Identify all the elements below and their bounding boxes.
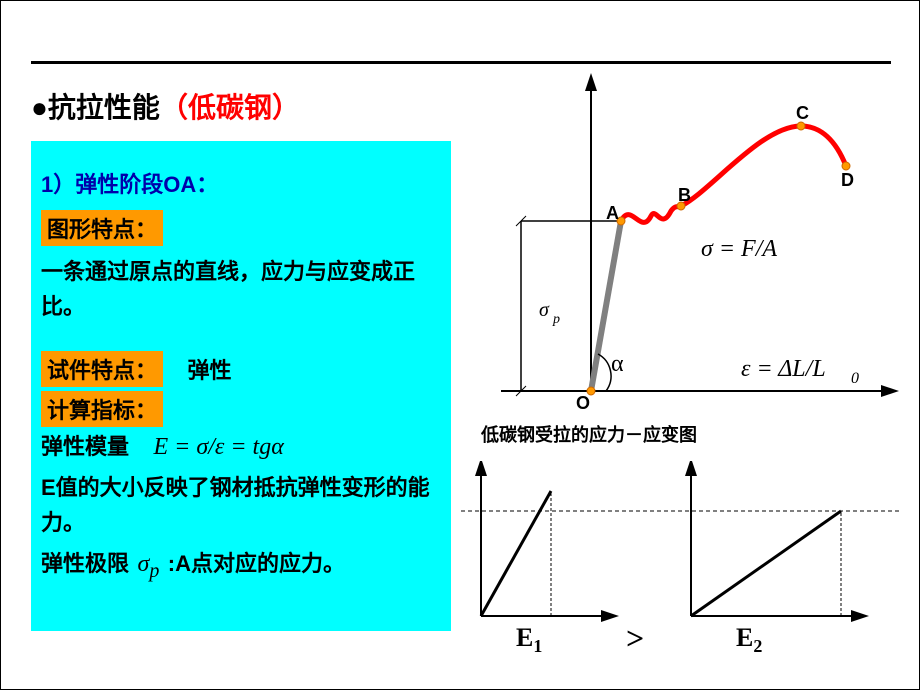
formula-sigma: σ = F/A bbox=[701, 236, 777, 262]
chart1-line bbox=[481, 491, 551, 616]
sigma-p-inline: σp bbox=[137, 551, 159, 577]
box-graphic-features: 图形特点： bbox=[41, 210, 163, 246]
label-C: C bbox=[796, 103, 809, 123]
text-line-1: 一条通过原点的直线，应力与应变成正比。 bbox=[41, 254, 441, 324]
row-graphic-features: 图形特点： bbox=[41, 208, 441, 248]
slide-title: ●抗拉性能（低碳钢） bbox=[31, 86, 300, 126]
chart-caption: 低碳钢受拉的应力－应变图 bbox=[481, 421, 697, 447]
label-sigma-p: σ bbox=[539, 299, 550, 321]
specimen-value: 弹性 bbox=[187, 358, 231, 383]
row-specimen: 试件特点： 弹性 bbox=[41, 349, 441, 389]
text-limit-a: 弹性极限 bbox=[41, 551, 129, 576]
label-E1: E1 bbox=[516, 623, 542, 656]
label-A: A bbox=[606, 203, 619, 223]
section-heading: 1）弹性阶段OA： bbox=[41, 167, 441, 202]
text-line-3: E值的大小反映了钢材抵抗弹性变形的能力。 bbox=[41, 470, 441, 540]
stress-curve bbox=[621, 126, 846, 222]
box-calc: 计算指标： bbox=[41, 391, 163, 427]
label-sigma-p-sub: p bbox=[552, 312, 560, 327]
row-calc: 计算指标： bbox=[41, 389, 441, 429]
point-C bbox=[797, 122, 805, 130]
label-B: B bbox=[678, 185, 691, 205]
title-paren: （低碳钢） bbox=[160, 92, 300, 123]
label-alpha: α bbox=[611, 351, 624, 377]
bullet-icon: ● bbox=[31, 92, 48, 123]
e-comparison-svg: E1 > E2 bbox=[461, 461, 901, 661]
label-D: D bbox=[841, 170, 854, 190]
alpha-arc bbox=[598, 354, 611, 391]
formula-eps-sub: 0 bbox=[851, 370, 859, 387]
label-O: O bbox=[576, 393, 590, 413]
header-line bbox=[31, 61, 891, 64]
row-limit: 弹性极限 σp :A点对应的应力。 bbox=[41, 546, 441, 583]
label-E2: E2 bbox=[736, 623, 762, 656]
left-panel: 1）弹性阶段OA： 图形特点： 一条通过原点的直线，应力与应变成正比。 试件特点… bbox=[31, 141, 451, 631]
text-modulus: 弹性模量 bbox=[41, 434, 129, 459]
box-specimen: 试件特点： bbox=[41, 351, 163, 387]
main-chart: O A B C D α σ p σ = F/A ε = ΔL/L 0 bbox=[461, 71, 901, 451]
title-main: 抗拉性能 bbox=[48, 92, 160, 123]
row-modulus: 弹性模量 E = σ/ε = tgα bbox=[41, 429, 441, 464]
formula-eps: ε = ΔL/L bbox=[741, 356, 826, 382]
chart2-line bbox=[691, 511, 841, 616]
slide: ●抗拉性能（低碳钢） 1）弹性阶段OA： 图形特点： 一条通过原点的直线，应力与… bbox=[0, 0, 920, 690]
stress-strain-svg: O A B C D α σ p σ = F/A ε = ΔL/L 0 bbox=[461, 71, 901, 431]
gt-sign: > bbox=[626, 620, 644, 656]
point-D bbox=[842, 162, 850, 170]
formula-E: E = σ/ε = tgα bbox=[153, 434, 283, 460]
text-limit-b: :A点对应的应力。 bbox=[168, 551, 345, 576]
small-charts: E1 > E2 bbox=[461, 461, 901, 641]
